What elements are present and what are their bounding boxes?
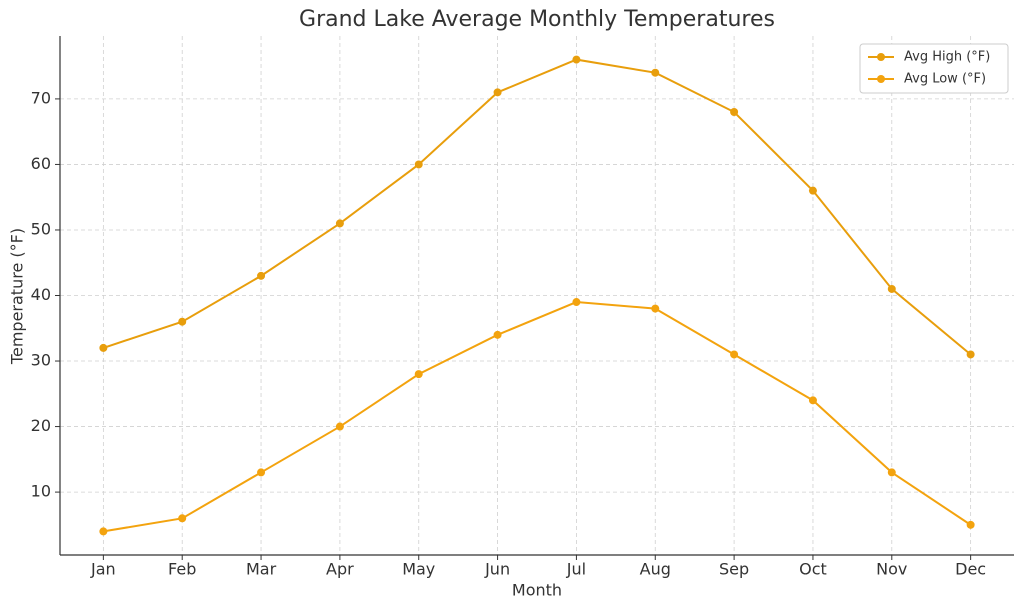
x-tick-label: Oct bbox=[799, 560, 827, 579]
x-tick-label: Aug bbox=[640, 560, 671, 579]
point bbox=[335, 422, 344, 431]
x-tick-label: Jul bbox=[566, 560, 586, 579]
point bbox=[966, 350, 975, 359]
x-tick-label: Apr bbox=[326, 560, 354, 579]
chart-title: Grand Lake Average Monthly Temperatures bbox=[299, 7, 775, 32]
legend-label: Avg Low (°F) bbox=[904, 72, 986, 87]
y-tick-label: 60 bbox=[31, 154, 51, 173]
point bbox=[493, 330, 502, 339]
legend-frame bbox=[859, 43, 1009, 94]
y-tick-label: 50 bbox=[31, 219, 51, 238]
y-tick-label: 20 bbox=[31, 416, 51, 435]
x-tick-label: Mar bbox=[246, 560, 277, 579]
point bbox=[178, 514, 187, 523]
x-tick-label: Sep bbox=[719, 560, 749, 579]
y-tick-label: 30 bbox=[31, 351, 51, 370]
x-tick-label: Dec bbox=[955, 560, 986, 579]
point bbox=[572, 55, 581, 64]
point bbox=[887, 468, 896, 477]
legend-label: Avg High (°F) bbox=[904, 50, 990, 65]
x-tick-label: May bbox=[402, 560, 435, 579]
x-tick-label: Feb bbox=[168, 560, 196, 579]
point bbox=[651, 304, 660, 313]
point bbox=[257, 271, 266, 280]
series-line bbox=[103, 58, 972, 356]
x-tick-label: Jun bbox=[484, 560, 510, 579]
y-tick-label: 70 bbox=[31, 88, 51, 107]
point bbox=[257, 468, 266, 477]
y-tick-label: 10 bbox=[31, 482, 51, 501]
point bbox=[730, 350, 739, 359]
y-axis-label: Temperature (°F) bbox=[8, 228, 27, 365]
point bbox=[99, 343, 108, 352]
x-tick-label: Nov bbox=[876, 560, 907, 579]
y-tick-label: 40 bbox=[31, 285, 51, 304]
x-axis-label: Month bbox=[512, 581, 562, 600]
point bbox=[966, 520, 975, 529]
x-tick-label: Jan bbox=[90, 560, 116, 579]
point bbox=[730, 108, 739, 117]
point bbox=[887, 284, 896, 293]
point bbox=[414, 160, 423, 169]
point bbox=[99, 527, 108, 536]
legend-marker bbox=[877, 53, 885, 61]
point bbox=[493, 88, 502, 97]
point bbox=[808, 396, 817, 405]
point bbox=[178, 317, 187, 326]
point bbox=[335, 219, 344, 228]
point bbox=[572, 298, 581, 307]
legend: Avg High (°F) Avg Low (°F) bbox=[859, 43, 1009, 94]
series-line bbox=[103, 301, 972, 533]
legend-marker bbox=[877, 75, 885, 83]
point bbox=[414, 370, 423, 379]
point bbox=[651, 68, 660, 77]
point bbox=[808, 186, 817, 195]
